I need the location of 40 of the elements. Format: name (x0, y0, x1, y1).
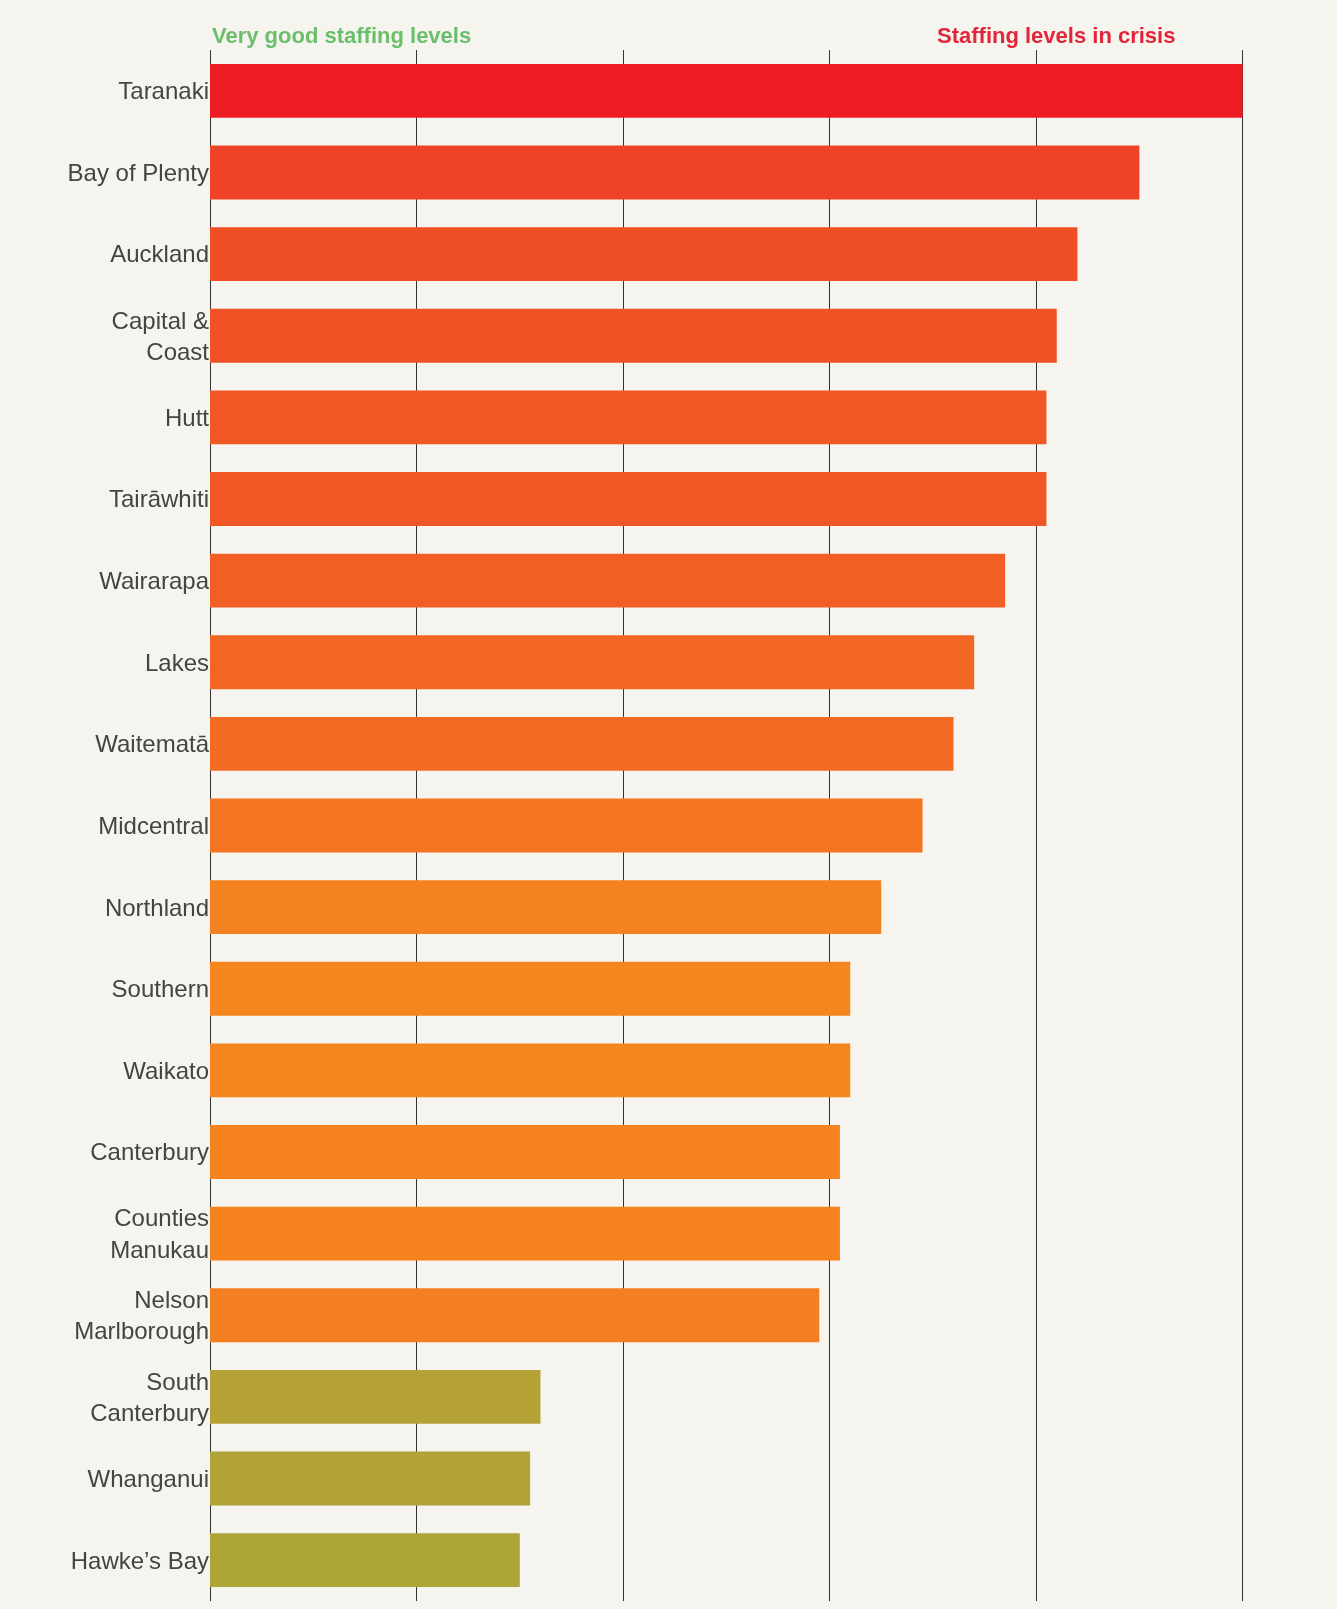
text: Very good staffing levels (212, 23, 472, 48)
text: Staffing levels in crisis (937, 23, 1176, 48)
bar (210, 553, 1006, 608)
bar (210, 961, 851, 1016)
bar (210, 63, 1243, 118)
y-tick-label: Northland (104, 893, 209, 921)
bar (210, 1206, 840, 1261)
bar (210, 1369, 541, 1424)
bar (210, 1288, 820, 1343)
y-tick-label: Whanganui (87, 1464, 209, 1492)
y-tick-label: Bay of Plenty (67, 158, 209, 186)
y-tick-label: Capital & Coast (111, 306, 210, 365)
y-tick-label: Midcentral (98, 811, 209, 839)
bar (210, 227, 1078, 282)
y-tick-label: Taranaki (118, 77, 209, 105)
y-tick-label: South Canterbury (90, 1367, 209, 1426)
bar (210, 635, 975, 690)
y-tick-label: Southern (111, 975, 209, 1003)
bar (210, 1125, 840, 1179)
bar (210, 308, 1057, 363)
bar (210, 880, 882, 935)
y-tick-label: Auckland (110, 240, 209, 268)
bar (210, 145, 1140, 200)
y-tick-label: Hutt (164, 403, 210, 431)
y-tick-label: Wairarapa (99, 567, 210, 595)
y-tick-label: Canterbury (90, 1138, 209, 1166)
bar (210, 716, 954, 771)
bar (210, 1451, 531, 1506)
bar (210, 1533, 520, 1588)
bar (210, 472, 1047, 526)
y-tick-label: Waitematā (95, 730, 210, 758)
y-tick-label: Counties Manukau (110, 1204, 209, 1263)
y-tick-label: Nelson Marlborough (74, 1286, 209, 1345)
bar (210, 798, 923, 853)
y-tick-label: Tairāwhiti (108, 485, 209, 513)
y-tick-label: Lakes (144, 648, 209, 676)
bar (210, 390, 1047, 445)
y-tick-label: Waikato (123, 1056, 209, 1084)
y-tick-label: Hawke’s Bay (70, 1546, 209, 1574)
bar (210, 1043, 851, 1098)
